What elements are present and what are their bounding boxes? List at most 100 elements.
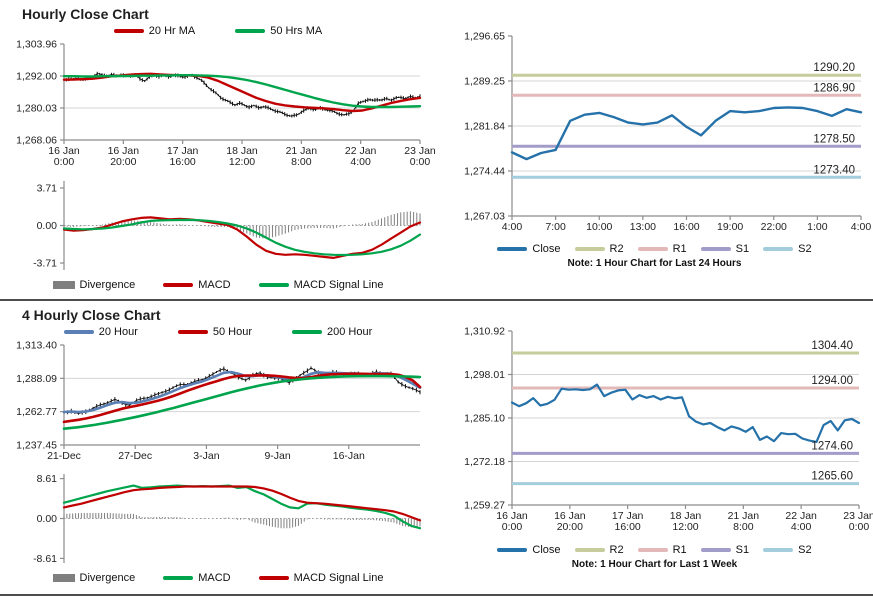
svg-text:1,288.09: 1,288.09 bbox=[16, 373, 57, 385]
svg-text:16 Jan: 16 Jan bbox=[554, 510, 586, 522]
legend-line-swatch bbox=[497, 548, 528, 552]
svg-text:0:00: 0:00 bbox=[502, 521, 523, 533]
legend-line-swatch bbox=[763, 247, 794, 251]
legend-label: MACD Signal Line bbox=[293, 572, 384, 584]
legend-item-macd: MACD bbox=[163, 279, 231, 291]
weekly-pivot-chart: 1,310.92 1,298.01 1,285.10 1,272.18 1,259.27… bbox=[464, 326, 873, 534]
bottom-divider bbox=[0, 594, 873, 596]
svg-text:20:00: 20:00 bbox=[557, 521, 583, 533]
legend-line-swatch bbox=[258, 283, 289, 287]
four-hourly-macd-chart: 8.61 0.00 -8.61 bbox=[33, 473, 422, 565]
svg-text:1,281.84: 1,281.84 bbox=[464, 121, 505, 133]
legend-item-20-hr-ma: 20 Hr MA bbox=[113, 25, 196, 37]
legend-label: 20 Hr MA bbox=[148, 25, 196, 37]
legend-label: 50 Hour bbox=[212, 326, 252, 338]
svg-text:1,267.03: 1,267.03 bbox=[464, 211, 505, 223]
svg-text:1,259.27: 1,259.27 bbox=[464, 500, 505, 512]
svg-text:1:00: 1:00 bbox=[807, 221, 828, 233]
legend-item-macd-signal-line: MACD Signal Line bbox=[258, 279, 383, 291]
svg-text:-3.71: -3.71 bbox=[33, 258, 57, 270]
svg-text:20:00: 20:00 bbox=[110, 156, 136, 168]
svg-text:4:00: 4:00 bbox=[350, 156, 371, 168]
svg-text:12:00: 12:00 bbox=[672, 521, 698, 533]
four-hourly-ma-legend: 20 Hour 50 Hour 200 Hour bbox=[0, 323, 436, 341]
legend-label: R1 bbox=[672, 544, 687, 556]
four-hourly-macd-legend: Divergence MACD MACD Signal Line bbox=[0, 569, 436, 587]
svg-text:0:00: 0:00 bbox=[849, 521, 870, 533]
legend-label: 200 Hour bbox=[327, 326, 373, 338]
legend-label: MACD bbox=[198, 572, 231, 584]
legend-label: 50 Hrs MA bbox=[270, 25, 323, 37]
legend-line-swatch bbox=[574, 548, 605, 552]
legend-label: Close bbox=[532, 243, 561, 255]
hourly-close-section: Hourly Close Chart 20 Hr MA 50 Hrs MA 1,3… bbox=[0, 0, 436, 299]
legend-item-macd-signal-line: MACD Signal Line bbox=[258, 572, 384, 584]
svg-text:0:00: 0:00 bbox=[410, 156, 431, 168]
svg-text:1,303.96: 1,303.96 bbox=[16, 40, 57, 51]
legend-label: Close bbox=[532, 544, 561, 556]
legend-line-swatch bbox=[163, 283, 194, 287]
legend-item-macd: MACD bbox=[163, 572, 231, 584]
svg-text:21 Jan: 21 Jan bbox=[728, 510, 760, 522]
weekly-pivot-legend: Close R2 R1 S1 S2 bbox=[436, 541, 873, 559]
svg-text:1278.50: 1278.50 bbox=[813, 133, 855, 145]
svg-text:1,274.44: 1,274.44 bbox=[464, 165, 505, 177]
legend-line-swatch bbox=[292, 330, 322, 334]
legend-item-r1: R1 bbox=[637, 544, 687, 556]
legend-label: 20 Hour bbox=[98, 326, 138, 338]
svg-text:1,298.01: 1,298.01 bbox=[464, 369, 505, 381]
hourly-pivot-legend: Close R2 R1 S1 S2 bbox=[436, 240, 873, 258]
section-title-four-hourly: 4 Hourly Close Chart bbox=[22, 307, 161, 323]
legend-item-50-hour: 50 Hour bbox=[177, 326, 252, 338]
svg-text:1274.60: 1274.60 bbox=[811, 440, 853, 452]
legend-item-20-hour: 20 Hour bbox=[63, 326, 138, 338]
legend-bar-swatch bbox=[52, 281, 75, 289]
svg-text:1286.90: 1286.90 bbox=[813, 82, 855, 94]
svg-text:8:00: 8:00 bbox=[291, 156, 312, 168]
svg-text:1,285.10: 1,285.10 bbox=[464, 412, 505, 424]
svg-text:19:00: 19:00 bbox=[717, 221, 743, 233]
svg-text:9-Jan: 9-Jan bbox=[264, 450, 290, 462]
svg-text:1,292.00: 1,292.00 bbox=[16, 70, 57, 82]
legend-line-swatch bbox=[763, 548, 794, 552]
legend-label: S2 bbox=[798, 544, 812, 556]
svg-text:0.00: 0.00 bbox=[37, 220, 58, 232]
svg-text:8:00: 8:00 bbox=[733, 521, 754, 533]
svg-text:3.71: 3.71 bbox=[37, 182, 58, 194]
legend-line-swatch bbox=[700, 247, 731, 251]
svg-text:23 Jan: 23 Jan bbox=[843, 510, 873, 522]
svg-text:1,313.40: 1,313.40 bbox=[16, 341, 57, 352]
svg-text:21 Jan: 21 Jan bbox=[286, 145, 318, 157]
legend-line-swatch bbox=[574, 247, 605, 251]
legend-label: S2 bbox=[798, 243, 812, 255]
svg-text:1,289.25: 1,289.25 bbox=[464, 75, 505, 87]
svg-text:1,272.18: 1,272.18 bbox=[464, 456, 505, 468]
svg-text:18 Jan: 18 Jan bbox=[226, 145, 258, 157]
svg-text:16:00: 16:00 bbox=[615, 521, 641, 533]
svg-text:16 Jan: 16 Jan bbox=[108, 145, 140, 157]
legend-item-s1: S1 bbox=[700, 544, 750, 556]
svg-text:-8.61: -8.61 bbox=[33, 553, 57, 565]
legend-label: S1 bbox=[735, 243, 750, 255]
svg-text:1273.40: 1273.40 bbox=[813, 164, 855, 176]
legend-line-swatch bbox=[113, 29, 144, 33]
legend-line-swatch bbox=[63, 330, 94, 334]
hourly-macd-chart: 3.71 0.00 -3.71 bbox=[33, 181, 422, 270]
legend-item-divergence: Divergence bbox=[52, 572, 135, 584]
svg-text:1290.20: 1290.20 bbox=[813, 62, 855, 74]
svg-text:17 Jan: 17 Jan bbox=[612, 510, 644, 522]
svg-text:1265.60: 1265.60 bbox=[811, 471, 853, 483]
svg-text:1,268.06: 1,268.06 bbox=[16, 135, 57, 147]
svg-text:0:00: 0:00 bbox=[54, 156, 75, 168]
svg-text:1304.40: 1304.40 bbox=[811, 340, 853, 352]
legend-line-swatch bbox=[700, 548, 731, 552]
chart-note-week: Note: 1 Hour Chart for Last 1 Week bbox=[571, 559, 738, 570]
svg-text:4:00: 4:00 bbox=[791, 521, 812, 533]
svg-text:1,262.77: 1,262.77 bbox=[16, 406, 57, 418]
four-hourly-close-section: 4 Hourly Close Chart 20 Hour 50 Hour 200 H… bbox=[0, 301, 436, 594]
chart-note-24h: Note: 1 Hour Chart for Last 24 Hours bbox=[567, 258, 742, 269]
legend-line-swatch bbox=[637, 247, 668, 251]
legend-label: S1 bbox=[735, 544, 750, 556]
svg-text:1,296.65: 1,296.65 bbox=[464, 31, 505, 43]
